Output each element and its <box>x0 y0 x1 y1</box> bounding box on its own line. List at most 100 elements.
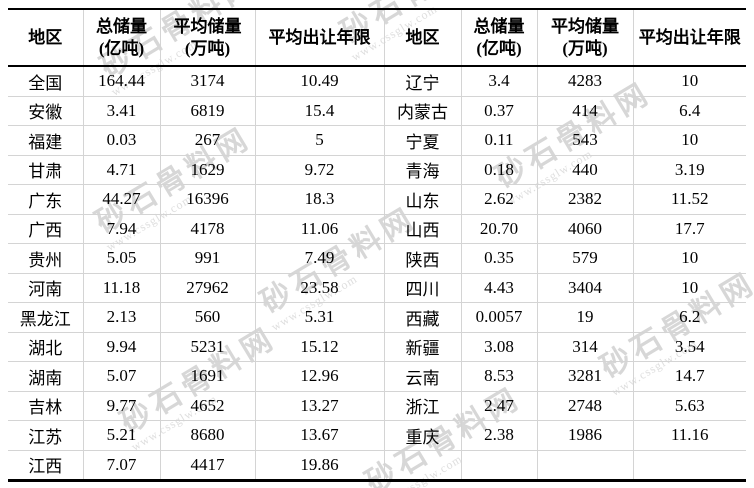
value-cell: 0.37 <box>460 95 538 126</box>
region-cell: 青海 <box>383 154 462 185</box>
value-cell: 560 <box>159 302 256 333</box>
value-cell: 13.27 <box>254 390 385 421</box>
region-cell: 吉林 <box>8 390 84 421</box>
value-cell: 6.2 <box>632 302 746 333</box>
value-cell: 5231 <box>159 331 256 362</box>
region-cell: 内蒙古 <box>383 95 462 126</box>
header-avg-reserves-right: 平均储量 (万吨) <box>536 8 634 67</box>
header-label: 平均储量 <box>551 17 619 37</box>
value-cell: 4283 <box>536 65 634 97</box>
value-cell: 3404 <box>536 272 634 303</box>
header-unit: (亿吨) <box>476 38 522 58</box>
value-cell: 8.53 <box>460 361 538 392</box>
value-cell: 9.77 <box>82 390 161 421</box>
region-cell: 重庆 <box>383 420 462 451</box>
header-label: 总储量 <box>473 17 525 37</box>
value-cell: 4178 <box>159 213 256 244</box>
region-cell: 云南 <box>383 361 462 392</box>
region-cell: 河南 <box>8 272 84 303</box>
value-cell: 314 <box>536 331 634 362</box>
header-label: 平均出让年限 <box>268 27 371 47</box>
header-label: 总储量 <box>96 17 147 37</box>
header-avg-grant-years-left: 平均出让年限 <box>254 8 385 67</box>
header-region-right: 地区 <box>383 8 462 67</box>
reserves-table-wrap: 地区 总储量 (亿吨) 平均储量 (万吨) 平均出让年限 地区 总储量 (亿吨) 平均… <box>8 8 746 482</box>
value-cell: 3.19 <box>632 154 746 185</box>
table-row: 黑龙江 2.13 560 5.31 西藏 0.0057 19 6.2 <box>8 302 746 333</box>
value-cell: 8680 <box>159 420 256 451</box>
value-cell: 10.49 <box>254 65 385 97</box>
value-cell: 19.86 <box>254 449 385 481</box>
value-cell: 9.94 <box>82 331 161 362</box>
region-cell: 全国 <box>8 65 84 97</box>
region-cell: 江西 <box>8 449 84 481</box>
header-unit: (万吨) <box>184 38 231 58</box>
reserves-table: 地区 总储量 (亿吨) 平均储量 (万吨) 平均出让年限 地区 总储量 (亿吨) 平均… <box>8 8 746 482</box>
value-cell: 5.63 <box>632 390 746 421</box>
value-cell: 3.08 <box>460 331 538 362</box>
value-cell <box>460 449 538 481</box>
value-cell: 2.47 <box>460 390 538 421</box>
value-cell: 2.38 <box>460 420 538 451</box>
value-cell: 15.4 <box>254 95 385 126</box>
table-header: 地区 总储量 (亿吨) 平均储量 (万吨) 平均出让年限 地区 总储量 (亿吨) 平均… <box>8 8 746 67</box>
value-cell: 18.3 <box>254 184 385 215</box>
value-cell: 2748 <box>536 390 634 421</box>
header-label: 地区 <box>28 27 63 47</box>
header-total-reserves-right: 总储量 (亿吨) <box>460 8 538 67</box>
value-cell: 6819 <box>159 95 256 126</box>
header-row: 地区 总储量 (亿吨) 平均储量 (万吨) 平均出让年限 地区 总储量 (亿吨) 平均… <box>8 8 746 67</box>
value-cell: 5.05 <box>82 243 161 274</box>
value-cell: 10 <box>632 125 746 156</box>
region-cell: 黑龙江 <box>8 302 84 333</box>
region-cell: 贵州 <box>8 243 84 274</box>
region-cell: 山西 <box>383 213 462 244</box>
value-cell: 15.12 <box>254 331 385 362</box>
region-cell <box>383 449 462 481</box>
value-cell: 11.16 <box>632 420 746 451</box>
table-row: 江苏 5.21 8680 13.67 重庆 2.38 1986 11.16 <box>8 420 746 451</box>
value-cell: 5.21 <box>82 420 161 451</box>
value-cell: 44.27 <box>82 184 161 215</box>
region-cell: 陕西 <box>383 243 462 274</box>
header-unit: (万吨) <box>562 38 608 58</box>
value-cell: 2.13 <box>82 302 161 333</box>
table-row: 贵州 5.05 991 7.49 陕西 0.35 579 10 <box>8 243 746 274</box>
value-cell: 5.31 <box>254 302 385 333</box>
header-label: 地区 <box>405 27 440 47</box>
table-body: 全国 164.44 3174 10.49 辽宁 3.4 4283 10 安徽 3.41 6819 15… <box>8 65 746 481</box>
value-cell: 4.43 <box>460 272 538 303</box>
table-row: 湖北 9.94 5231 15.12 新疆 3.08 314 3.54 <box>8 331 746 362</box>
value-cell: 3.54 <box>632 331 746 362</box>
value-cell: 6.4 <box>632 95 746 126</box>
value-cell: 4.71 <box>82 154 161 185</box>
value-cell: 12.96 <box>254 361 385 392</box>
value-cell: 164.44 <box>82 65 161 97</box>
value-cell: 0.35 <box>460 243 538 274</box>
value-cell: 2382 <box>536 184 634 215</box>
value-cell: 11.18 <box>82 272 161 303</box>
value-cell: 10 <box>632 65 746 97</box>
region-cell: 甘肃 <box>8 154 84 185</box>
region-cell: 新疆 <box>383 331 462 362</box>
value-cell: 3174 <box>159 65 256 97</box>
value-cell: 1691 <box>159 361 256 392</box>
value-cell: 10 <box>632 272 746 303</box>
value-cell: 11.52 <box>632 184 746 215</box>
region-cell: 宁夏 <box>383 125 462 156</box>
header-unit: (亿吨) <box>98 38 145 58</box>
value-cell: 5.07 <box>82 361 161 392</box>
value-cell: 23.58 <box>254 272 385 303</box>
table-row: 湖南 5.07 1691 12.96 云南 8.53 3281 14.7 <box>8 361 746 392</box>
value-cell: 27962 <box>159 272 256 303</box>
region-cell: 江苏 <box>8 420 84 451</box>
value-cell: 17.7 <box>632 213 746 244</box>
value-cell: 14.7 <box>632 361 746 392</box>
value-cell: 440 <box>536 154 634 185</box>
region-cell: 湖南 <box>8 361 84 392</box>
value-cell: 4060 <box>536 213 634 244</box>
table-row: 福建 0.03 267 5 宁夏 0.11 543 10 <box>8 125 746 156</box>
header-label: 平均出让年限 <box>638 27 741 47</box>
region-cell: 辽宁 <box>383 65 462 97</box>
